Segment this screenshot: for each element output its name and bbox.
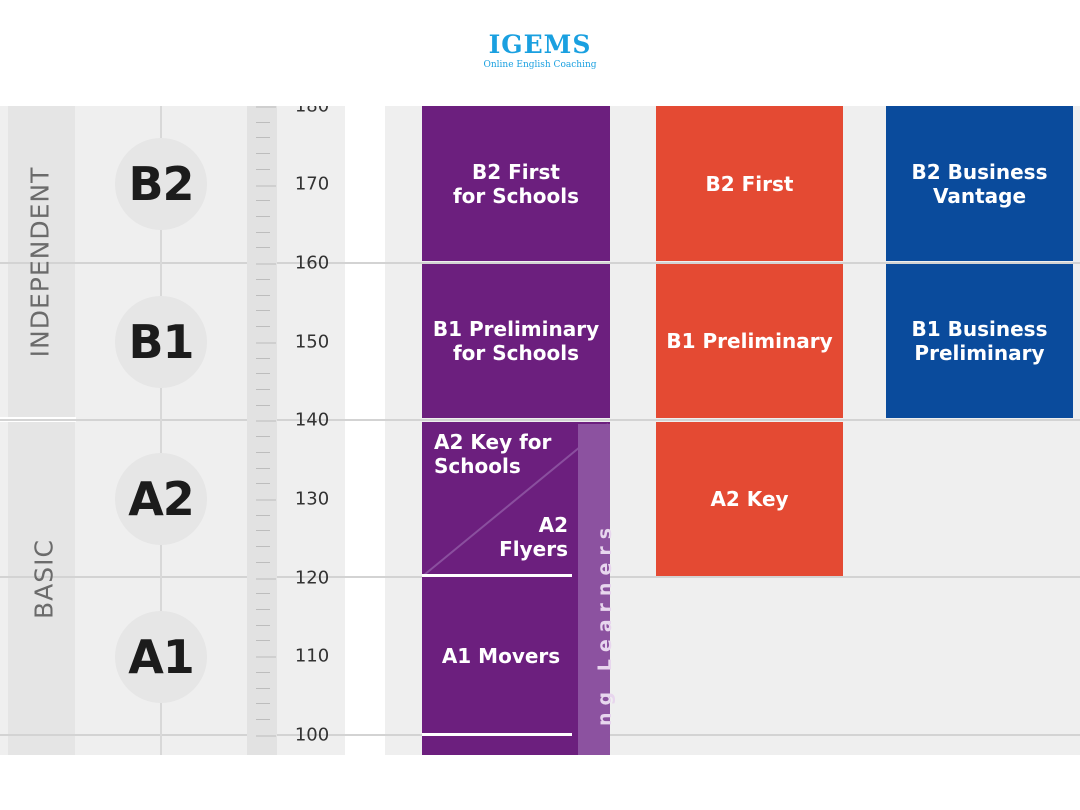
scale-tick: [256, 342, 276, 344]
scale-tick: [256, 405, 270, 406]
flyers-movers-divider: [422, 574, 572, 577]
scale-tick: [256, 499, 276, 501]
scale-label-170: 170: [294, 173, 330, 195]
scale-tick: [256, 122, 270, 123]
scale-label-120: 120: [294, 567, 330, 589]
scale-tick: [256, 468, 270, 469]
grid-line-140: [0, 419, 1080, 421]
scale-tick: [256, 483, 270, 484]
scale-tick: [256, 562, 270, 563]
band-label-basic: BASIC: [29, 539, 59, 619]
scale-tick: [256, 688, 270, 689]
scale-tick: [256, 310, 270, 311]
scale-tick: [256, 169, 270, 170]
logo-title: IGEMS: [488, 30, 592, 59]
scale-tick: [256, 279, 270, 280]
scale-label-100: 100: [294, 724, 330, 746]
scale-tick: [256, 185, 276, 187]
column-gap: [345, 106, 385, 755]
exam-b1-preliminary-for-schools: B1 Preliminary for Schools: [422, 264, 610, 418]
scale-tick: [256, 358, 270, 359]
scale-tick: [256, 153, 270, 154]
scale-tick: [256, 137, 270, 138]
scale-tick: [256, 703, 270, 704]
scale-strip: [247, 106, 277, 755]
exam-b1-business-preliminary: B1 Business Preliminary: [886, 264, 1073, 418]
exam-a1-movers: A1 Movers: [441, 644, 561, 668]
exam-b1-preliminary: B1 Preliminary: [656, 264, 843, 418]
young-learners-label: ng Learners: [594, 520, 616, 726]
scale-tick: [256, 530, 270, 531]
scale-tick: [256, 452, 270, 453]
cefr-chart: INDEPENDENT BASIC B2 B1 A2 A1 180 170 16…: [0, 106, 1080, 755]
scale-tick: [256, 263, 276, 265]
scale-label-110: 110: [294, 645, 330, 667]
band-column: [8, 106, 75, 755]
exam-a2-flyers: A2 Flyers: [499, 513, 568, 561]
scale-tick: [256, 420, 276, 422]
scale-tick: [256, 625, 270, 626]
cefr-level-b1: B1: [115, 296, 207, 388]
scale-tick: [256, 515, 270, 516]
logo-subtitle: Online English Coaching: [483, 60, 597, 70]
cefr-level-b2: B2: [115, 138, 207, 230]
scale-label-130: 130: [294, 488, 330, 510]
band-label-independent: INDEPENDENT: [25, 166, 55, 358]
scale-label-160: 160: [294, 252, 330, 274]
exam-b2-first: B2 First: [656, 106, 843, 261]
scale-tick: [256, 609, 270, 610]
young-learners-strip: [578, 424, 610, 755]
scale-tick: [256, 326, 270, 327]
exam-a2-key-for-schools: A2 Key for Schools: [434, 430, 552, 478]
scale-label-150: 150: [294, 331, 330, 353]
scale-tick: [256, 200, 270, 201]
scale-tick: [256, 672, 270, 673]
a2-diagonal-split: [423, 423, 609, 576]
scale-tick: [256, 106, 276, 108]
scale-tick: [256, 373, 270, 374]
scale-tick: [256, 546, 270, 547]
scale-label-140: 140: [294, 409, 330, 431]
exam-a2-key: A2 Key: [656, 422, 843, 576]
scale-tick: [256, 593, 270, 594]
scale-tick: [256, 719, 270, 720]
scale-tick: [256, 436, 270, 437]
scale-label-180: 180: [294, 106, 330, 117]
level-axis-line: [160, 106, 162, 755]
grid-line-160: [0, 262, 1080, 264]
movers-bottom-divider: [422, 733, 572, 736]
scale-tick: [256, 656, 276, 658]
scale-tick: [256, 389, 270, 390]
scale-tick: [256, 216, 270, 217]
scale-tick: [256, 578, 276, 580]
scale-tick: [256, 735, 276, 737]
cefr-level-a1: A1: [115, 611, 207, 703]
cefr-level-a2: A2: [115, 453, 207, 545]
exam-b2-first-for-schools: B2 First for Schools: [422, 106, 610, 261]
scale-tick: [256, 247, 270, 248]
scale-tick: [256, 640, 270, 641]
scale-tick: [256, 295, 270, 296]
scale-tick: [256, 232, 270, 233]
exam-b2-business-vantage: B2 Business Vantage: [886, 106, 1073, 261]
